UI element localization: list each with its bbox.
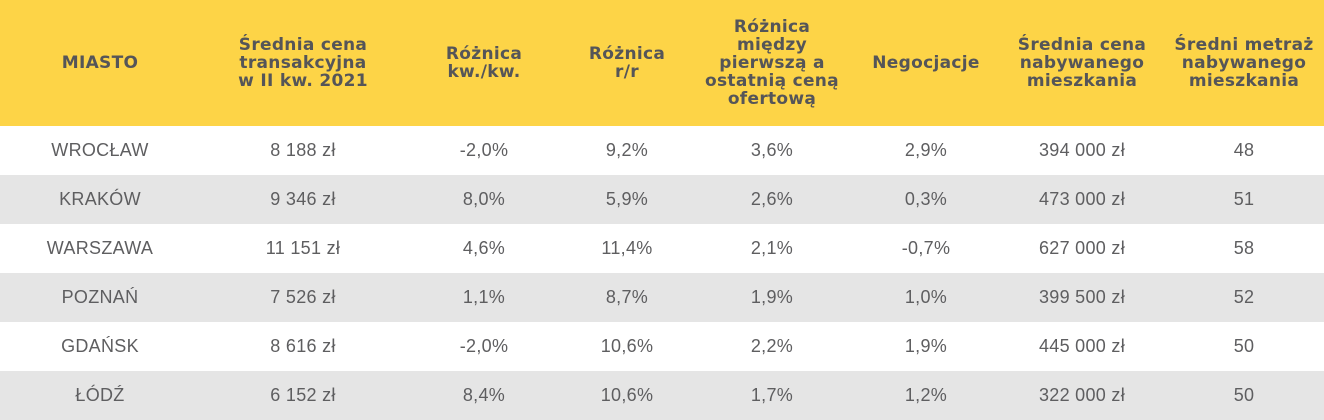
header-avg-apartment-area: Średni metraż nabywanego mieszkania [1164,0,1324,126]
cell-avg-apartment-price: 399 500 zł [1000,273,1164,322]
cell-yoy-change: 9,2% [605,140,649,160]
cell-avg-transaction-price: 7 526 zł [200,273,406,322]
cell-negotiations: 1,2% [852,371,1000,420]
cell-negotiations: 1,9% [904,336,948,356]
table-row: ŁÓDŹ 6 152 zł 8,4% 10,6% 1,7% 1,2% 322 0… [0,371,1324,420]
cell-avg-apartment-price: 322 000 zł [1000,371,1164,420]
header-offer-price-difference: Różnica między pierwszą a ostatnią ceną … [692,0,852,126]
table-header: MIASTO Średnia cena transakcyjna w II kw… [0,0,1324,126]
cell-negotiations: 0,3% [852,175,1000,224]
cell-avg-apartment-area: 58 [1233,238,1255,258]
cell-avg-transaction-price: 6 152 zł [200,371,406,420]
cell-negotiations: -0,7% [901,238,951,258]
cell-avg-apartment-area: 51 [1164,175,1324,224]
cell-avg-apartment-price: 394 000 zł [1038,140,1126,160]
table-row: KRAKÓW 9 346 zł 8,0% 5,9% 2,6% 0,3% 473 … [0,175,1324,224]
cell-avg-apartment-price: 473 000 zł [1000,175,1164,224]
cell-city: WARSZAWA [46,238,154,258]
cell-avg-transaction-price: 8 616 zł [270,336,336,356]
header-negotiations: Negocjacje [852,0,1000,126]
table-body: WROCŁAW 8 188 zł -2,0% 9,2% 3,6% 2,9% 39… [0,126,1324,420]
cell-city: GDAŃSK [61,336,139,356]
cell-offer-price-difference: 2,1% [750,238,794,258]
cell-qoq-change: 8,4% [406,371,562,420]
cell-offer-price-difference: 2,6% [692,175,852,224]
cell-yoy-change: 11,4% [601,238,653,258]
cell-offer-price-difference: 1,7% [692,371,852,420]
header-row: MIASTO Średnia cena transakcyjna w II kw… [0,0,1324,126]
cell-city: POZNAŃ [0,273,200,322]
table-row: POZNAŃ 7 526 zł 1,1% 8,7% 1,9% 1,0% 399 … [0,273,1324,322]
cell-qoq-change: -2,0% [459,336,509,356]
cell-qoq-change: 1,1% [406,273,562,322]
cell-avg-apartment-area: 52 [1164,273,1324,322]
cell-yoy-change: 10,6% [600,336,654,356]
header-yoy-change: Różnica r/r [562,0,692,126]
cell-avg-apartment-area: 50 [1164,371,1324,420]
cell-offer-price-difference: 2,2% [750,336,794,356]
cell-yoy-change: 10,6% [562,371,692,420]
cell-city: WROCŁAW [51,140,149,160]
table-row: WARSZAWA 11 151 zł 4,6% 11,4% 2,1% -0,7%… [0,224,1324,273]
table-row: WROCŁAW 8 188 zł -2,0% 9,2% 3,6% 2,9% 39… [0,126,1324,175]
cell-qoq-change: 4,6% [462,238,506,258]
cell-avg-apartment-price: 627 000 zł [1038,238,1126,258]
cell-avg-transaction-price: 8 188 zł [270,140,336,160]
cell-city: ŁÓDŹ [0,371,200,420]
table-row: GDAŃSK 8 616 zł -2,0% 10,6% 2,2% 1,9% 44… [0,322,1324,371]
header-avg-transaction-price: Średnia cena transakcyjna w II kw. 2021 [200,0,406,126]
cell-city: KRAKÓW [0,175,200,224]
cell-avg-transaction-price: 11 151 zł [265,238,341,258]
cell-avg-apartment-price: 445 000 zł [1038,336,1126,356]
cell-offer-price-difference: 3,6% [750,140,794,160]
cell-negotiations: 2,9% [904,140,948,160]
cell-offer-price-difference: 1,9% [692,273,852,322]
header-qoq-change: Różnica kw./kw. [406,0,562,126]
cell-qoq-change: -2,0% [459,140,509,160]
header-avg-apartment-price: Średnia cena nabywanego mieszkania [1000,0,1164,126]
cell-negotiations: 1,0% [852,273,1000,322]
header-city: MIASTO [0,0,200,126]
cell-yoy-change: 8,7% [562,273,692,322]
cell-qoq-change: 8,0% [406,175,562,224]
cell-avg-apartment-area: 50 [1233,336,1255,356]
cell-avg-apartment-area: 48 [1233,140,1255,160]
cell-yoy-change: 5,9% [562,175,692,224]
cell-avg-transaction-price: 9 346 zł [200,175,406,224]
